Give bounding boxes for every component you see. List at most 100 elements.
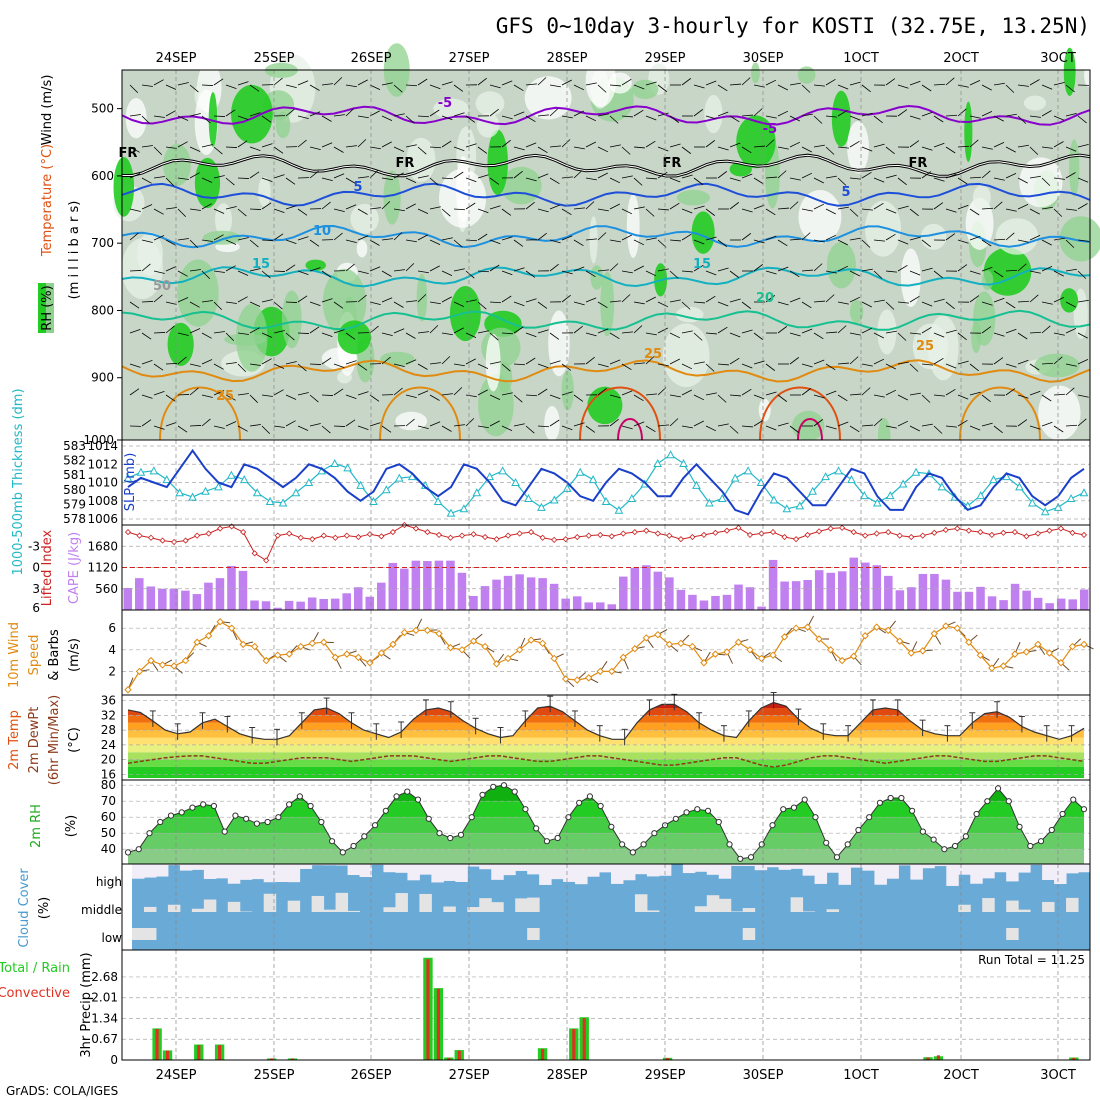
li-point xyxy=(378,533,385,540)
wind10m-line-point xyxy=(446,643,455,652)
rh-line-point xyxy=(167,812,175,819)
wind-barb xyxy=(921,363,933,366)
wind-barb xyxy=(741,114,753,117)
li-ytick-label: 0 xyxy=(32,561,40,575)
wind-barb xyxy=(357,391,369,396)
wind-barb xyxy=(993,357,1004,365)
wind-barb xyxy=(1053,237,1065,241)
bottom-date-label: 29SEP xyxy=(645,1068,686,1083)
wind-barb xyxy=(861,387,871,396)
wind-barb xyxy=(789,332,801,337)
wind-barb xyxy=(201,359,213,365)
wind10m-line-point xyxy=(1011,650,1019,658)
wind-barb xyxy=(789,238,801,241)
wind-barb xyxy=(309,363,322,365)
thickness-line-point xyxy=(485,472,495,481)
cloud-high-gap xyxy=(730,864,744,866)
wind10m-line-point xyxy=(527,636,535,644)
li-point xyxy=(539,534,546,541)
slp-ylabel-left: 1000-500mb Thickness (dm) xyxy=(11,388,26,575)
wind-barb xyxy=(633,177,643,186)
li-point xyxy=(332,534,339,541)
cloud-high-gap xyxy=(203,864,217,879)
wind-barb xyxy=(777,266,789,272)
wind-barb xyxy=(177,238,189,241)
wind-barb xyxy=(1029,146,1039,155)
wind10m-line-point xyxy=(734,638,743,646)
wind-barb xyxy=(681,389,692,396)
rh-line-point xyxy=(522,806,529,813)
wind-barb xyxy=(669,418,679,427)
li-point xyxy=(620,530,627,537)
wind-barb xyxy=(717,171,728,179)
wind-barb xyxy=(657,301,669,308)
wind-barb xyxy=(909,363,919,372)
wind-barb xyxy=(477,425,489,429)
wind-barb xyxy=(357,176,369,179)
li-point xyxy=(309,536,316,543)
li-point xyxy=(286,530,293,537)
wind-barb xyxy=(849,140,860,148)
wind-barb xyxy=(225,301,237,304)
wind-barb xyxy=(633,325,643,334)
wind-barb xyxy=(945,301,955,310)
wind10m-line-point xyxy=(757,654,766,663)
wind-barb xyxy=(1041,394,1052,402)
thickness-line-point xyxy=(123,473,133,482)
wind-barb xyxy=(333,146,344,153)
wind-barb xyxy=(549,394,561,400)
rh-line-point xyxy=(952,842,959,850)
rh-blob xyxy=(826,241,856,289)
wind-barb xyxy=(957,108,967,117)
wind10m-line-point xyxy=(1068,642,1077,651)
precip-convective-bar xyxy=(666,1058,670,1060)
rh-blob xyxy=(350,203,379,234)
cs-ylabel-wind: Wind (m/s) xyxy=(40,75,55,146)
wind-barb xyxy=(597,172,608,179)
precip-convective-bar xyxy=(270,1058,274,1060)
wind-barb xyxy=(885,270,897,273)
thickness-line-point xyxy=(382,485,391,494)
cloud-high-gap xyxy=(910,864,923,880)
wind-barb xyxy=(609,359,621,365)
cape-bar xyxy=(976,586,985,610)
rh-blob xyxy=(208,92,218,147)
wind-barb xyxy=(1077,299,1089,303)
wind-barb xyxy=(405,300,417,303)
wind-barb xyxy=(465,394,477,398)
wind-barb xyxy=(657,363,669,367)
isotherm-5 xyxy=(121,182,1091,207)
wind-barb xyxy=(861,424,873,427)
wind10m-line-point xyxy=(907,649,915,657)
bottom-date-label: 3OCT xyxy=(1040,1068,1076,1083)
wind10m-line-point xyxy=(504,654,512,663)
wind10m-line-point xyxy=(815,635,823,643)
wind10m-line-point xyxy=(147,656,155,665)
cloud-middle-gap xyxy=(1018,909,1031,912)
cloud-high-gap xyxy=(587,864,600,877)
wind-barb xyxy=(633,109,644,117)
wind-barb xyxy=(945,329,957,334)
thickness-line-point xyxy=(653,458,663,468)
cs-ytick-label: 1000 xyxy=(83,433,114,447)
thickness-line-point xyxy=(498,466,507,475)
temp-band xyxy=(128,759,1084,767)
wind-barb xyxy=(969,79,981,86)
wind10m-line-point xyxy=(135,667,144,676)
wind-barb xyxy=(837,206,849,210)
wind-barb xyxy=(393,363,405,368)
wind-barb xyxy=(849,356,859,365)
wind10m-line-point xyxy=(354,653,363,662)
wind-barb xyxy=(909,140,920,148)
li-point xyxy=(528,529,535,536)
li-point xyxy=(769,529,777,536)
wind-barb xyxy=(1041,301,1053,305)
wind-barb xyxy=(669,270,679,279)
wind-barb xyxy=(885,330,897,334)
wind-barb xyxy=(261,299,273,303)
rh-line-point xyxy=(941,846,948,853)
rh-line-point xyxy=(769,822,776,829)
top-date-label: 28SEP xyxy=(547,51,588,66)
